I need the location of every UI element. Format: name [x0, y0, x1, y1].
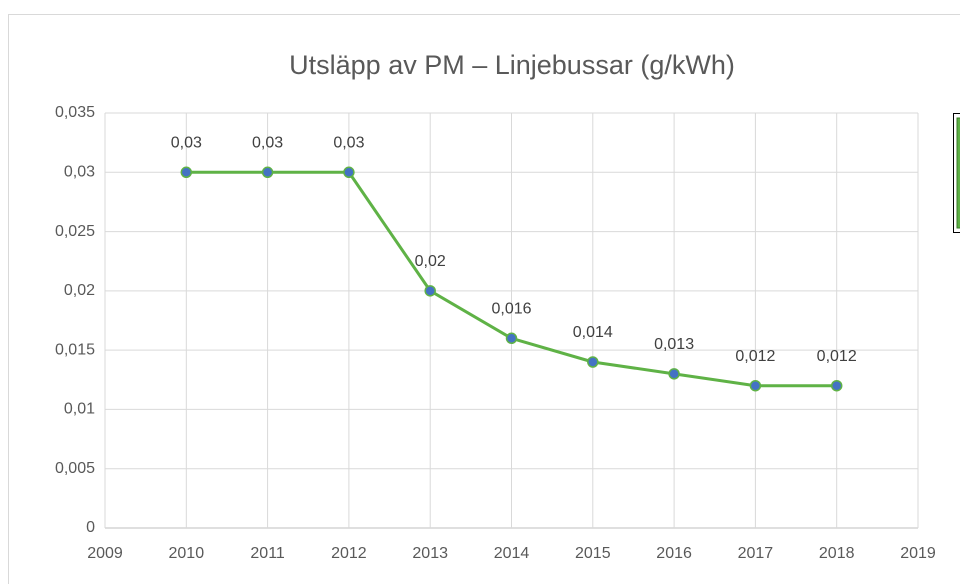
y-tick-label: 0 — [86, 519, 95, 536]
x-tick-label: 2013 — [412, 545, 448, 562]
data-label: 0,012 — [817, 348, 857, 365]
data-label: 0,014 — [573, 324, 613, 341]
data-point — [668, 368, 680, 380]
x-tick-label: 2014 — [494, 545, 530, 562]
data-label: 0,03 — [171, 135, 202, 152]
legend-swatch — [956, 117, 960, 229]
y-tick-label: 0,015 — [55, 341, 95, 358]
x-tick-label: 2015 — [575, 545, 611, 562]
data-label: 0,03 — [333, 135, 364, 152]
x-tick-label: 2018 — [819, 545, 855, 562]
data-label: 0,02 — [415, 253, 446, 270]
data-point — [180, 166, 193, 179]
data-point — [505, 332, 518, 345]
y-tick-label: 0,03 — [64, 164, 95, 181]
data-label: 0,03 — [252, 135, 283, 152]
data-point — [343, 166, 355, 179]
x-tick-label: 2010 — [169, 545, 205, 562]
x-tick-label: 2017 — [738, 545, 774, 562]
data-label: 0,013 — [654, 336, 694, 353]
y-tick-label: 0,005 — [55, 460, 95, 477]
data-point — [424, 285, 436, 297]
data-point — [587, 356, 599, 368]
data-point — [749, 379, 762, 392]
y-tick-label: 0,025 — [55, 223, 95, 240]
y-tick-label: 0,035 — [55, 104, 95, 121]
x-tick-label: 2011 — [250, 545, 285, 562]
data-label: 0,016 — [491, 301, 531, 318]
chart-title: Utsläpp av PM – Linjebussar (g/kWh) — [289, 50, 735, 80]
y-tick-label: 0,01 — [64, 401, 95, 418]
data-point — [830, 379, 843, 392]
data-label: 0,012 — [735, 348, 775, 365]
chart-border — [8, 14, 960, 584]
data-point — [261, 166, 274, 179]
y-tick-label: 0,02 — [64, 282, 95, 299]
x-tick-label: 2016 — [656, 545, 692, 562]
x-tick-label: 2019 — [900, 545, 936, 562]
x-tick-label: 2009 — [87, 545, 123, 562]
x-tick-label: 2012 — [331, 545, 367, 562]
